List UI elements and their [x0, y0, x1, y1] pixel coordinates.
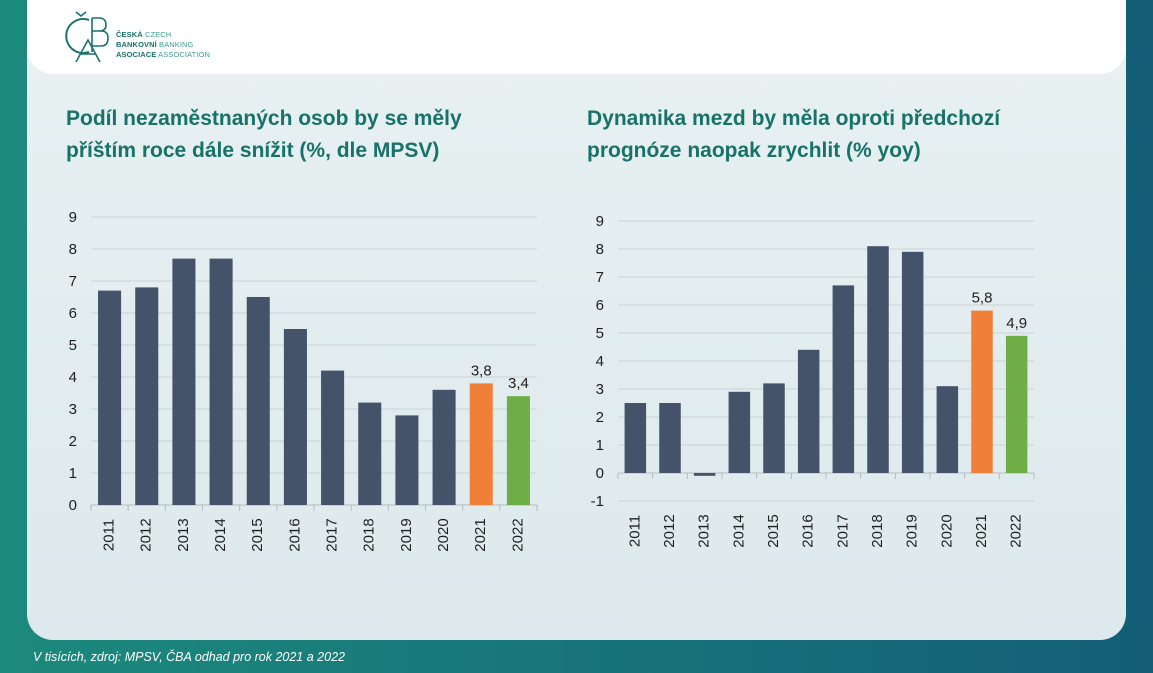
y-tick-label: 8: [69, 241, 77, 258]
bar-2018: [358, 402, 382, 505]
bar-2014: [209, 258, 233, 505]
bar-2019: [395, 415, 419, 505]
x-tick-label: 2013: [696, 514, 713, 547]
bar-2020: [936, 386, 959, 473]
bar-2011: [98, 290, 122, 505]
y-tick-label: 5: [69, 337, 77, 354]
y-tick-label: 6: [596, 297, 604, 314]
x-tick-label: 2014: [730, 514, 747, 547]
chart-title-unemployment: Podíl nezaměstnaných osob by se měly pří…: [66, 107, 462, 162]
x-tick-label: 2012: [661, 514, 678, 547]
bar-2015: [246, 297, 270, 505]
x-tick-label: 2016: [800, 514, 817, 547]
y-tick-label: 2: [69, 433, 77, 450]
x-tick-label: 2016: [286, 518, 303, 551]
y-tick-label: 8: [596, 241, 604, 258]
header-band: [27, 0, 1126, 74]
x-tick-label: 2011: [101, 519, 118, 551]
source-footnote: V tisících, zdroj: MPSV, ČBA odhad pro r…: [33, 650, 345, 664]
bar-2013: [172, 258, 196, 505]
cba-logo-text: ČESKÁ CZECH BANKOVNÍ BANKING ASOCIACE AS…: [116, 30, 210, 59]
bar-2022: [506, 396, 530, 505]
y-tick-label: 5: [596, 325, 604, 342]
bar-2017: [832, 285, 855, 473]
x-tick-label: 2022: [509, 518, 526, 551]
y-tick-label: 0: [69, 497, 77, 514]
bar-2012: [135, 287, 159, 505]
x-tick-label: 2022: [1008, 514, 1025, 547]
bar-2015: [763, 383, 785, 473]
data-label-2021: 5,8: [972, 290, 993, 307]
x-tick-label: 2012: [138, 518, 155, 551]
x-tick-label: 2019: [904, 514, 921, 547]
x-tick-label: 2011: [626, 515, 643, 547]
x-tick-label: 2021: [472, 518, 489, 551]
x-tick-label: 2014: [212, 518, 229, 551]
bar-2020: [432, 389, 456, 505]
y-tick-label: 7: [69, 273, 77, 290]
data-label-2022: 4,9: [1006, 315, 1027, 332]
y-tick-label: 4: [69, 369, 77, 386]
x-tick-label: 2013: [175, 518, 192, 551]
bar-2012: [659, 403, 681, 473]
cba-logo: ČESKÁ CZECH BANKOVNÍ BANKING ASOCIACE AS…: [62, 6, 222, 66]
y-tick-label: 6: [69, 305, 77, 322]
y-tick-label: 1: [596, 437, 604, 454]
y-tick-label: 3: [596, 381, 604, 398]
x-tick-label: 2015: [249, 518, 266, 551]
y-tick-label: 1: [69, 465, 77, 482]
bar-2022: [1005, 335, 1028, 473]
x-tick-label: 2021: [973, 514, 990, 547]
bar-2018: [867, 246, 889, 473]
bar-2013: [693, 473, 716, 476]
bar-2021: [469, 383, 493, 505]
bar-2016: [797, 349, 820, 473]
x-tick-label: 2017: [324, 518, 341, 551]
bar-2019: [901, 251, 924, 473]
y-tick-label: 7: [596, 269, 604, 286]
data-label-2021: 3,8: [471, 362, 492, 379]
x-tick-label: 2018: [361, 518, 378, 551]
x-tick-label: 2017: [834, 514, 851, 547]
x-tick-label: 2018: [869, 514, 886, 547]
y-tick-label: 0: [596, 465, 604, 482]
y-tick-label: 3: [69, 401, 77, 418]
x-tick-label: 2020: [938, 514, 955, 547]
y-tick-label: 9: [596, 213, 604, 230]
y-tick-label: 2: [596, 409, 604, 426]
y-tick-label: 9: [69, 209, 77, 226]
cba-logo-mark-icon: [65, 11, 109, 62]
x-tick-label: 2019: [398, 518, 415, 551]
x-tick-label: 2020: [435, 518, 452, 551]
bar-2021: [971, 310, 993, 473]
chart-title-wages: Dynamika mezd by měla oproti předchozí p…: [587, 107, 1001, 162]
y-tick-label: 4: [596, 353, 604, 370]
bar-2011: [624, 403, 647, 473]
bar-2016: [283, 329, 307, 505]
x-tick-label: 2015: [765, 514, 782, 547]
data-label-2022: 3,4: [508, 375, 529, 392]
y-tick-label: -1: [591, 493, 604, 510]
bar-2017: [321, 370, 345, 505]
bar-2014: [728, 391, 751, 473]
